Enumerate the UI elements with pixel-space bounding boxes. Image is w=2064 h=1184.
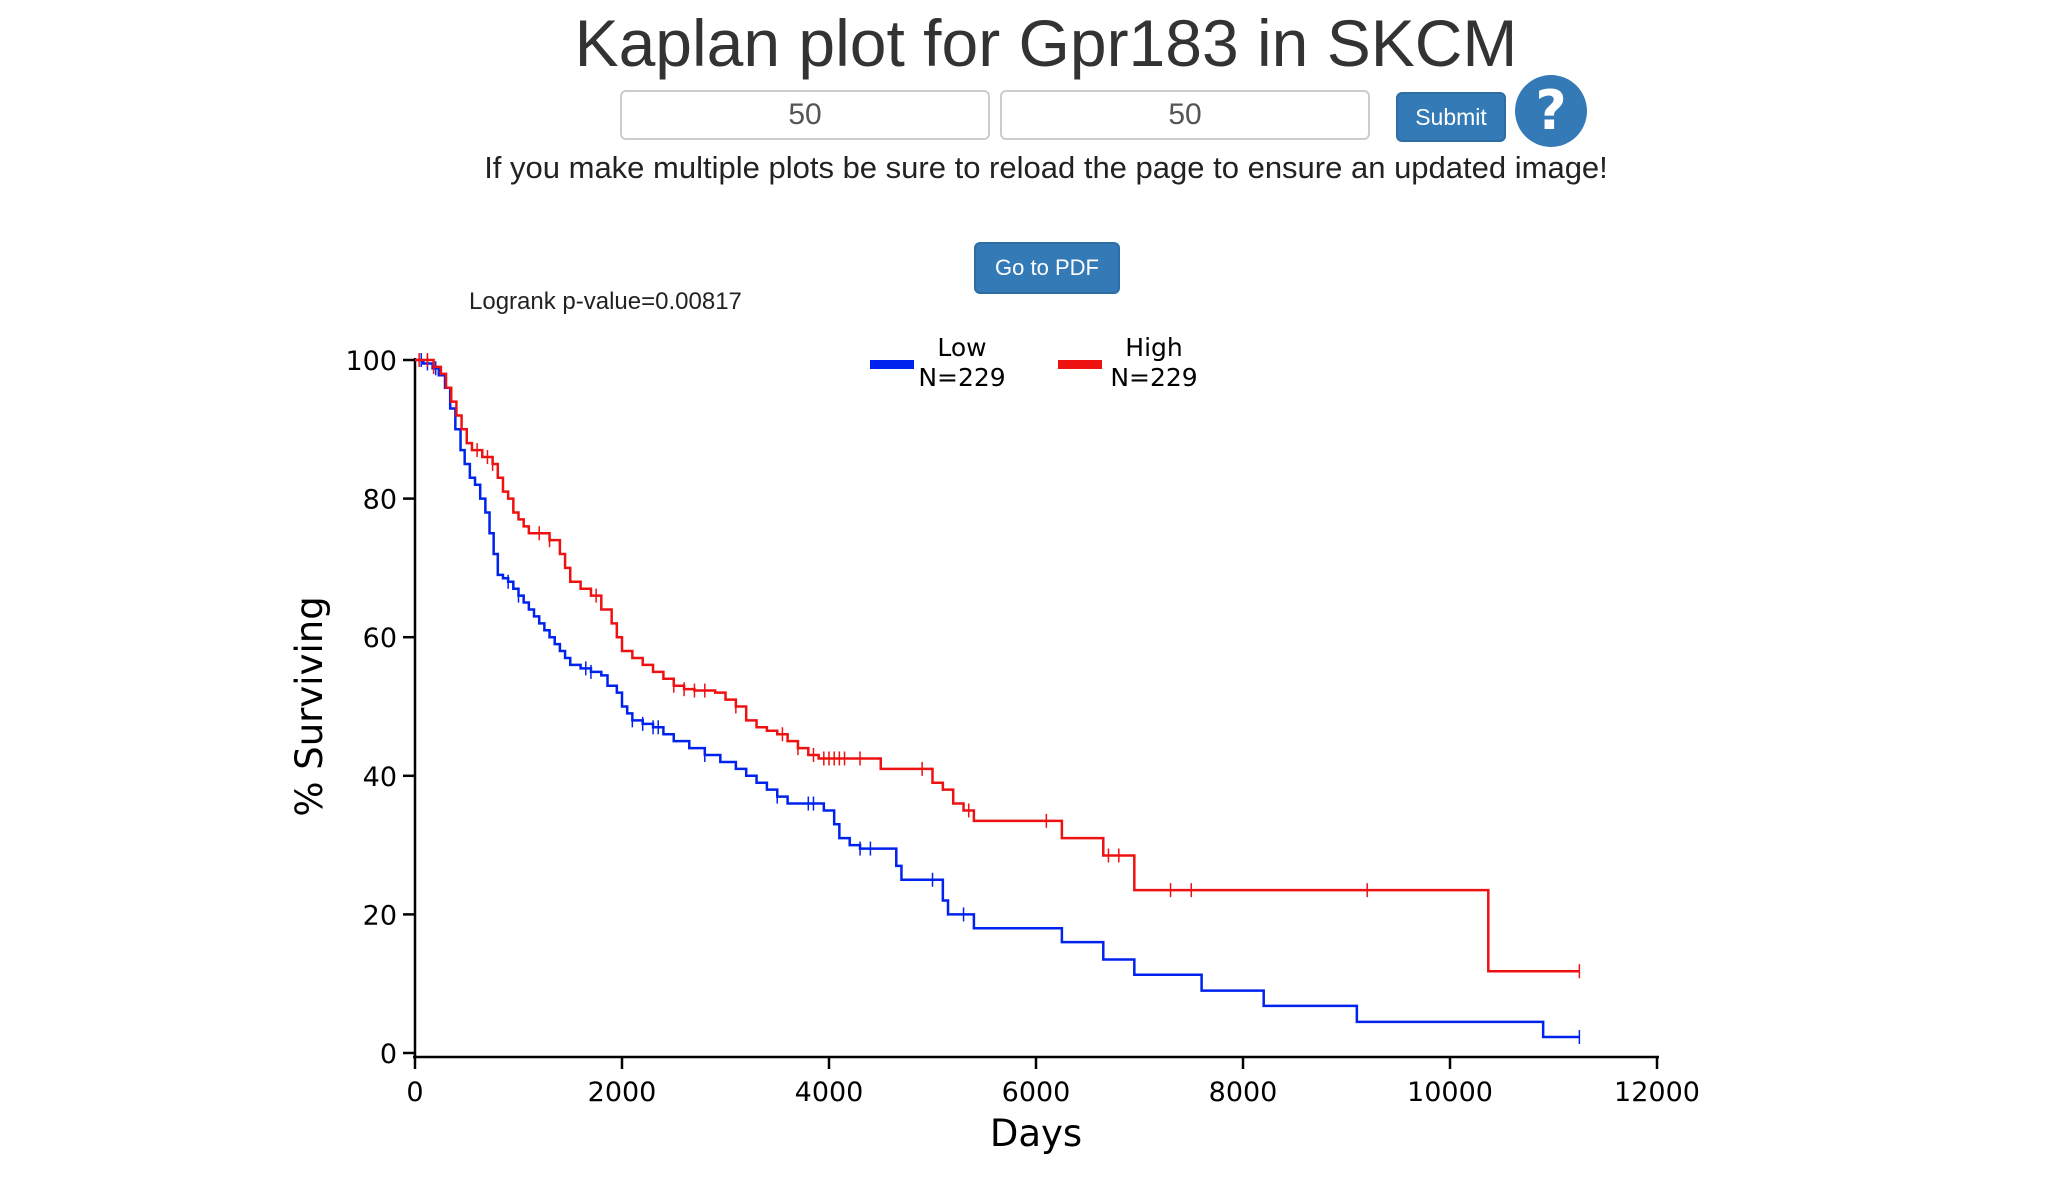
- page-title: Kaplan plot for Gpr183 in SKCM: [574, 6, 1518, 80]
- x-tick-label: 12000: [1614, 1077, 1700, 1108]
- question-circle-icon[interactable]: ?: [1514, 74, 1588, 148]
- y-tick-label: 60: [363, 623, 397, 654]
- legend-swatch-high: [1058, 360, 1102, 369]
- logrank-pvalue: Logrank p-value=0.00817: [469, 288, 742, 315]
- x-tick-label: 2000: [588, 1077, 657, 1108]
- x-tick-label: 4000: [795, 1077, 864, 1108]
- series-line-low: [415, 358, 1580, 1039]
- legend-count-high: N=229: [1110, 363, 1197, 392]
- x-axis-title: Days: [990, 1112, 1082, 1155]
- series-layer: [415, 353, 1581, 1045]
- legend-name-low: Low: [937, 333, 986, 362]
- x-tick-label: 6000: [1002, 1077, 1071, 1108]
- reload-note: If you make multiple plots be sure to re…: [484, 150, 1608, 185]
- submit-button[interactable]: Submit: [1396, 92, 1506, 142]
- y-tick-label: 100: [345, 346, 397, 377]
- legend-swatch-low: [870, 360, 914, 369]
- series-line-high: [415, 358, 1580, 973]
- legend-name-high: High: [1125, 333, 1182, 362]
- legend-count-low: N=229: [918, 363, 1005, 392]
- y-tick-label: 80: [363, 485, 397, 516]
- axes: 0 2000 4000 6000 8000 10000 12000 0 20 40 60 80 100 D…: [288, 346, 1700, 1155]
- low-percentile-input[interactable]: [620, 90, 990, 140]
- go-to-pdf-button[interactable]: Go to PDF: [974, 242, 1120, 294]
- y-tick-label: 20: [363, 900, 397, 931]
- x-tick-label: 10000: [1407, 1077, 1493, 1108]
- x-tick-label: 0: [406, 1077, 423, 1108]
- y-tick-label: 0: [380, 1039, 397, 1070]
- high-percentile-input[interactable]: [1000, 90, 1370, 140]
- y-tick-label: 40: [363, 762, 397, 793]
- svg-text:?: ?: [1535, 79, 1566, 142]
- x-tick-label: 8000: [1209, 1077, 1278, 1108]
- y-axis-title: % Surviving: [288, 596, 331, 816]
